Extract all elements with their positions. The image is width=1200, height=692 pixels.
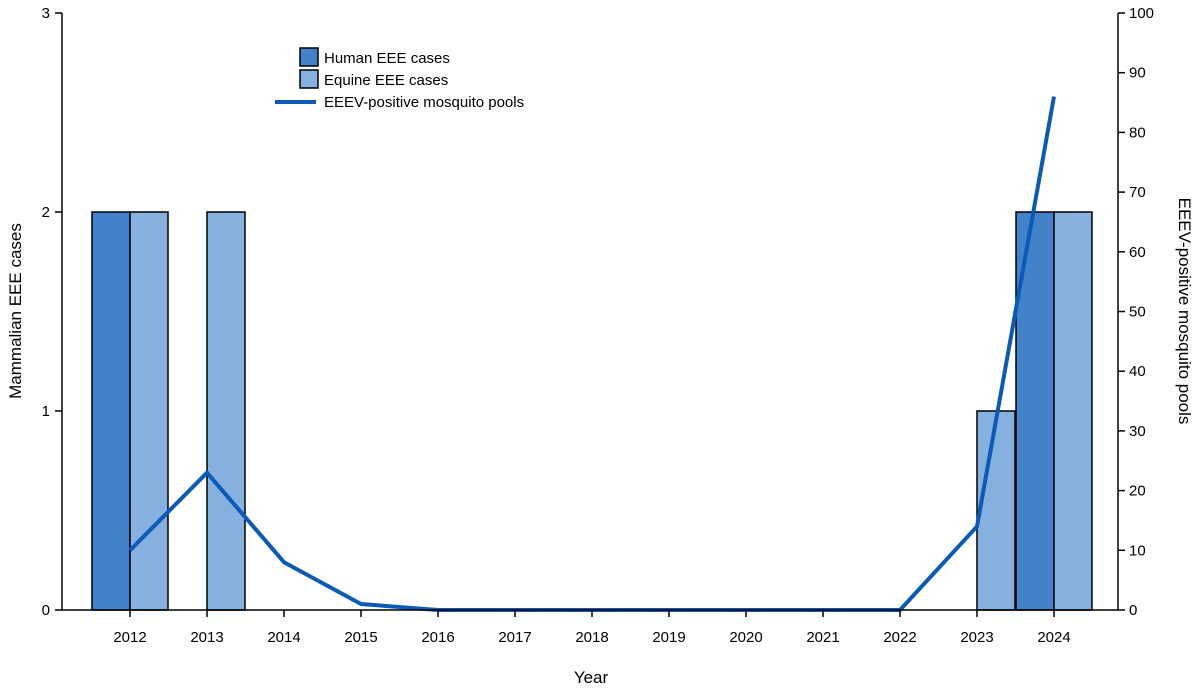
x-tick-label-2018: 2018 (575, 629, 608, 646)
y-tick-label-left-2: 2 (42, 204, 50, 221)
y-axis-title-left: Mammalian EEE cases (6, 223, 25, 399)
y-tick-label-right-100: 100 (1129, 5, 1154, 22)
y-axis-title-right: EEEV-positive mosquito pools (1175, 198, 1194, 425)
legend-swatch-human (299, 47, 319, 67)
x-tick-label-2016: 2016 (421, 629, 454, 646)
y-tick-label-right-30: 30 (1129, 423, 1146, 440)
x-tick-label-2014: 2014 (267, 629, 300, 646)
y-tick-label-right-40: 40 (1129, 363, 1146, 380)
y-tick-label-right-70: 70 (1129, 184, 1146, 201)
y-tick-label-right-10: 10 (1129, 542, 1146, 559)
y-tick-label-right-80: 80 (1129, 124, 1146, 141)
y-tick-label-left-0: 0 (42, 602, 50, 619)
x-tick-label-2023: 2023 (960, 629, 993, 646)
legend: Human EEE cases Equine EEE cases EEEV-po… (275, 47, 524, 111)
x-tick-label-2013: 2013 (190, 629, 223, 646)
y-tick-label-right-60: 60 (1129, 244, 1146, 261)
y-tick-label-left-3: 3 (42, 5, 50, 22)
bars-layer (91, 211, 1093, 611)
x-tick-label-2012: 2012 (113, 629, 146, 646)
x-tick-label-2017: 2017 (498, 629, 531, 646)
bar-equine-2024 (1053, 211, 1093, 611)
x-tick-label-2024: 2024 (1037, 629, 1070, 646)
legend-swatch-equine (299, 69, 319, 89)
x-axis-title: Year (574, 668, 609, 687)
bar-equine-2023 (976, 410, 1016, 611)
x-tick-label-2021: 2021 (806, 629, 839, 646)
x-tick-label-2022: 2022 (883, 629, 916, 646)
y-tick-label-right-90: 90 (1129, 65, 1146, 82)
x-tick-label-2019: 2019 (652, 629, 685, 646)
y-tick-label-right-50: 50 (1129, 304, 1146, 321)
legend-label-mosquito: EEEV-positive mosquito pools (324, 94, 524, 111)
x-tick-label-2015: 2015 (344, 629, 377, 646)
y-tick-label-right-20: 20 (1129, 483, 1146, 500)
y-tick-label-right-0: 0 (1129, 602, 1137, 619)
y-tick-label-left-1: 1 (42, 403, 50, 420)
x-tick-label-2020: 2020 (729, 629, 762, 646)
legend-label-human: Human EEE cases (324, 50, 450, 67)
bar-equine-2012 (129, 211, 169, 611)
legend-label-equine: Equine EEE cases (324, 72, 448, 89)
bar-equine-2013 (206, 211, 246, 611)
bar-human-2012 (91, 211, 131, 611)
line-layer (128, 96, 1056, 612)
line-mosquito-pools (128, 96, 1056, 612)
